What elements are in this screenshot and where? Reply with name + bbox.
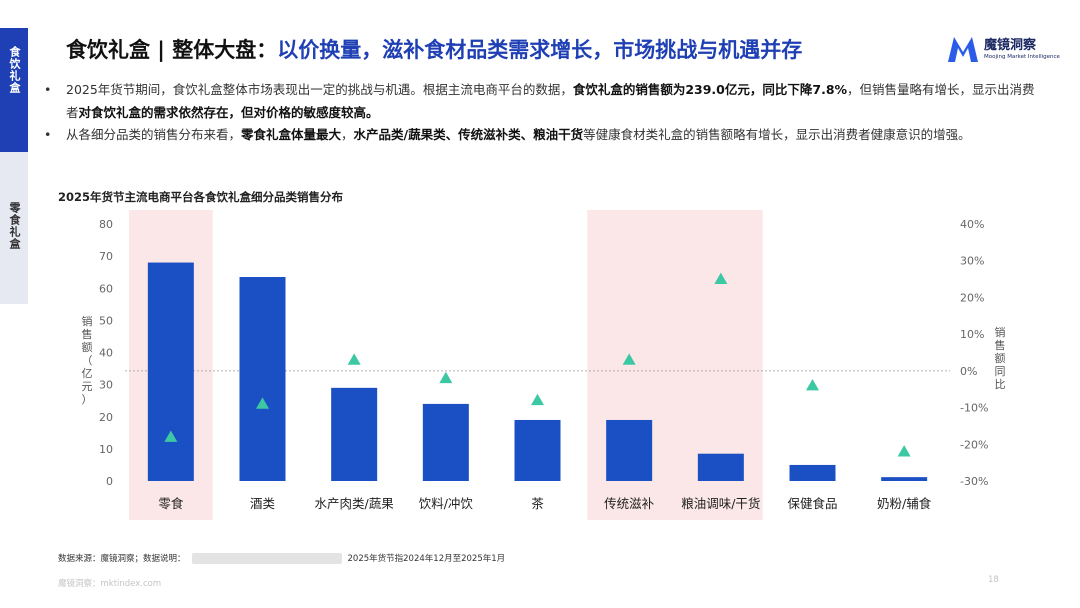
side-tab-label: 零食礼盒 [8, 202, 21, 250]
x-tick-label: 茶 [531, 496, 544, 511]
yoy-marker [622, 353, 636, 365]
side-tab-label: 食饮礼盒 [8, 46, 21, 94]
y-axis-label: ） [82, 393, 93, 406]
y2-tick-label: -30% [960, 475, 988, 488]
yoy-marker [714, 272, 728, 284]
x-tick-label: 酒类 [250, 496, 276, 511]
chart-title: 2025年货节主流电商平台各食饮礼盒细分品类销售分布 [58, 190, 344, 204]
y2-axis-label: 同 [995, 365, 1006, 378]
side-tab-snack-gift[interactable]: 零食礼盒 [0, 152, 28, 304]
bullet-text: ， [341, 127, 354, 142]
page-number: 18 [988, 575, 999, 585]
yoy-marker [531, 393, 544, 406]
bar [881, 477, 928, 481]
y-tick-label: 30 [99, 379, 113, 392]
bullet-item: • 2025年货节期间，食饮礼盒整体市场表现出一定的挑战与机遇。根据主流电商平台… [44, 79, 1039, 124]
yoy-marker [256, 397, 269, 409]
y-tick-label: 40 [99, 347, 113, 360]
bar [422, 403, 469, 481]
bar [514, 419, 561, 481]
y-tick-label: 60 [99, 282, 113, 295]
page-title: 食饮礼盒 | 整体大盘：以价换量，滋补食材品类需求增长，市场挑战与机遇并存 [66, 34, 802, 64]
y-axis-label: 销 [82, 314, 93, 328]
x-tick-label: 水产肉类/蔬果 [315, 496, 395, 511]
bar [147, 262, 194, 481]
x-tick-label: 传统滋补 [604, 496, 655, 511]
bar [239, 277, 286, 481]
data-source: 数据来源：魔镜洞察；数据说明： 2025年货节指2024年12月至2025年1月 [58, 552, 505, 564]
y-tick-label: 20 [99, 411, 113, 424]
y-tick-label: 10 [99, 443, 113, 456]
logo-name: 魔镜洞察 [984, 37, 1037, 53]
logo-tagline: Moojing Market Intelligence [984, 53, 1060, 60]
y-tick-label: 0 [106, 475, 113, 488]
yoy-marker [897, 445, 911, 457]
y-axis-label: 额 [82, 341, 93, 354]
y2-tick-label: 40% [960, 218, 984, 231]
y2-tick-label: 20% [960, 291, 984, 304]
logo-mark-icon [948, 37, 978, 62]
y2-tick-label: 0% [960, 365, 977, 378]
brand-logo: 魔镜洞察 Moojing Market Intelligence [946, 33, 1060, 65]
source-prefix: 数据来源：魔镜洞察；数据说明： [58, 554, 186, 564]
x-tick-label: 零食 [158, 496, 184, 511]
footer-site: 魔镜洞察：mktindex.com [58, 579, 162, 589]
bullet-emphasis: 食饮礼盒的销售额为239.0亿元，同比下降7.8% [572, 82, 848, 97]
title-highlight: 以价换量，滋补食材品类需求增长，市场挑战与机遇并存 [277, 38, 803, 62]
side-tab-food-gift[interactable]: 食饮礼盒 [0, 28, 28, 152]
bullet-text: 从各细分品类的销售分布来看， [66, 127, 242, 142]
x-tick-label: 保健食品 [787, 496, 837, 511]
y2-tick-label: -10% [960, 402, 988, 415]
y2-tick-label: 10% [960, 328, 984, 341]
x-tick-label: 奶粉/辅食 [877, 496, 932, 511]
y2-tick-label: -20% [960, 438, 988, 451]
bullet-text: 等健康食材类礼盒的销售额略有增长，显示出消费者健康意识的增强。 [583, 127, 971, 142]
y-axis-label: 亿 [82, 367, 93, 380]
redacted-text [191, 553, 342, 564]
bullet-dot-icon: • [44, 82, 52, 97]
bullet-emphasis: 对食饮礼盒的需求依然存在，但对价格的敏感度较高。 [78, 104, 379, 120]
y-tick-label: 80 [99, 218, 113, 231]
y2-tick-label: 30% [960, 255, 984, 268]
bar [331, 387, 378, 481]
y2-axis-label: 销 [995, 325, 1006, 339]
bullet-dot-icon: • [44, 127, 52, 142]
y-axis-label: （ [82, 354, 93, 367]
summary-bullets: • 2025年货节期间，食饮礼盒整体市场表现出一定的挑战与机遇。根据主流电商平台… [44, 79, 1039, 147]
x-tick-label: 粮油调味/干货 [681, 496, 760, 511]
bullet-emphasis: 零食礼盒体量最大 [241, 127, 342, 142]
x-tick-label: 饮料/冲饮 [419, 496, 474, 511]
source-note: 2025年货节指2024年12月至2025年1月 [347, 554, 506, 564]
yoy-marker [806, 379, 819, 391]
y2-axis-label: 额 [995, 352, 1006, 365]
y2-axis-label: 售 [995, 338, 1006, 352]
y-tick-label: 70 [99, 250, 113, 263]
bullet-text: 2025年货节期间，食饮礼盒整体市场表现出一定的挑战与机遇。根据主流电商平台的数… [66, 82, 573, 97]
bar [789, 464, 836, 481]
y-axis-label: 元 [82, 380, 93, 393]
bullet-text: ，但销售量略有增长，显示出消费者 [66, 82, 1035, 120]
bullet-emphasis: 水产品类/蔬果类、传统滋补类、粮油干货 [353, 127, 584, 142]
title-prefix: 食饮礼盒 | 整体大盘： [66, 38, 278, 62]
y-axis-label: 售 [82, 327, 93, 341]
yoy-marker [164, 430, 178, 442]
bar [606, 419, 653, 481]
yoy-marker [347, 353, 361, 365]
y-tick-label: 50 [99, 314, 113, 327]
y2-axis-label: 比 [995, 378, 1006, 391]
bar [697, 453, 744, 481]
bullet-item: • 从各细分品类的销售分布来看，零食礼盒体量最大，水产品类/蔬果类、传统滋补类、… [44, 124, 1039, 147]
yoy-marker [439, 371, 453, 384]
